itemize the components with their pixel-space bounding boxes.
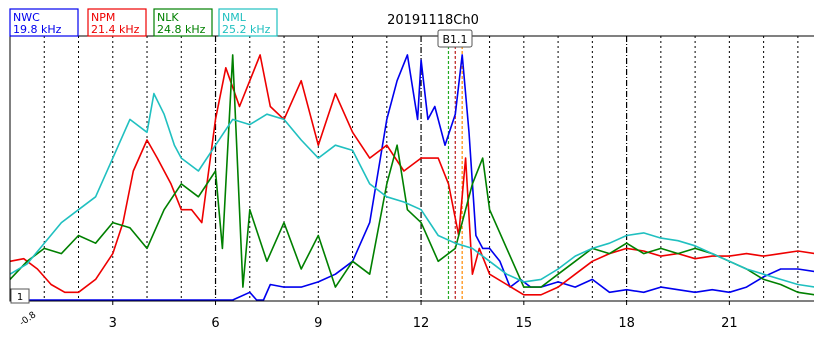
legend-freq-nlk: 24.8 kHz: [157, 23, 206, 36]
x-tick-label-9: 9: [314, 316, 322, 331]
event-marker: B1.1: [437, 29, 473, 48]
left-marker: 1: [10, 288, 30, 304]
event-lines: [447, 36, 463, 301]
series-npm: [9, 54, 814, 296]
chart-title: 20191118Ch0: [387, 13, 479, 28]
series-layer: [9, 54, 814, 301]
x-tick-label-12: 12: [413, 316, 430, 331]
x-tick-label-18: 18: [618, 316, 635, 331]
x-axis: 3 6 9 12 15 18 21: [10, 300, 814, 331]
left-marker-label: 1: [17, 292, 23, 303]
left-marker-box: [10, 288, 30, 304]
series-nml: [9, 92, 814, 288]
legend-box-nml: [218, 8, 278, 37]
legend-box-nlk: [153, 8, 213, 37]
series-nwc: [10, 54, 814, 301]
event-marker-box: [437, 29, 473, 48]
legend-box-nwc: [9, 8, 79, 37]
legend-name-npm: NPM: [91, 11, 115, 24]
x-tick-label-21: 21: [721, 316, 738, 331]
legend-box-npm: [87, 8, 147, 37]
legend-freq-nml: 25.2 kHz: [222, 23, 271, 36]
event-marker-label: B1.1: [442, 33, 467, 46]
legend-name-nwc: NWC: [13, 11, 40, 24]
x-tick-label-3: 3: [109, 316, 117, 331]
legend-name-nlk: NLK: [157, 11, 179, 24]
legend-name-nml: NML: [222, 11, 247, 24]
x-tick-label-6: 6: [211, 316, 219, 331]
x-tick-label-15: 15: [516, 316, 533, 331]
series-nlk: [9, 54, 814, 296]
legend-freq-npm: 21.4 kHz: [91, 23, 140, 36]
legend-freq-nwc: 19.8 kHz: [13, 23, 62, 36]
